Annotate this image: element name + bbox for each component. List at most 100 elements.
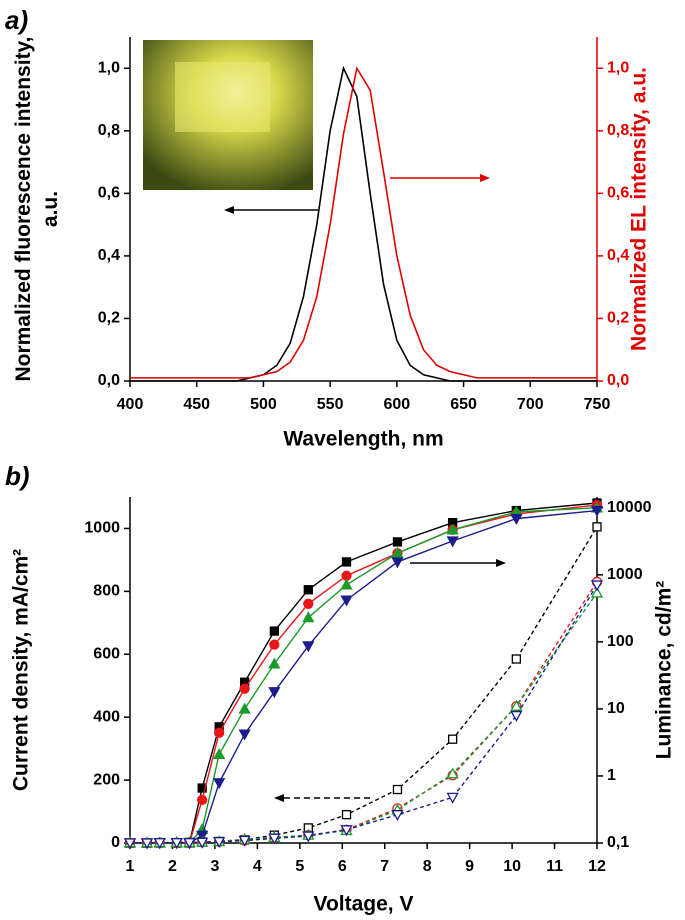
panel-label: b) [5,461,30,491]
y2-tick-label: 1,0 [607,59,629,76]
arrow-left-a [224,206,318,214]
marker [590,586,604,598]
x-tick-label: 1 [126,858,135,875]
y2-tick-label: 10 [607,700,625,717]
x-tick-label: 3 [210,858,219,875]
axis-title-group: Normalized EL intensity, a.u. [628,67,651,351]
x-tick-label: 400 [117,396,144,413]
x-tick-label: 12 [588,858,606,875]
x-tick-label: 650 [450,396,477,413]
marker [590,580,604,592]
marker [213,748,226,760]
marker [340,578,353,590]
marker [446,767,459,779]
x-tick-label: 11 [546,858,563,875]
x-tick-label: 550 [317,396,344,413]
marker [341,810,352,820]
y-tick-label: 200 [93,771,120,788]
marker [340,825,353,837]
y2-tick-label: 0,4 [607,247,629,264]
series-line [130,65,597,382]
marker [123,838,137,850]
x-tick-label: 750 [584,396,611,413]
x-axis-title: Wavelength, nm [283,428,443,451]
axis-title: Normalized EL intensity, a.u. [628,67,651,351]
axis-title-box: Normalized fluorescence intensity, a.u. [12,36,62,382]
arrow-left-b [274,794,370,802]
y2-tick-label: 1 [607,767,616,784]
x-tick-label: 6 [338,858,347,875]
marker [340,595,353,607]
x-tick-label: 8 [423,858,432,875]
x-tick-label: 10 [503,858,521,875]
axis-title: Normalized fluorescence intensity, a.u. [12,36,62,382]
marker [303,585,313,595]
marker [392,784,403,795]
marker [302,831,315,843]
y2-tick-label: 1000 [607,566,643,583]
marker [391,810,404,822]
marker [303,598,314,609]
x-tick-label: 600 [384,396,411,413]
axis-title: Current density, mA/cm² [10,549,33,791]
y-tick-label: 600 [93,645,120,662]
marker [268,687,281,699]
marker [302,611,315,623]
y-tick-label: 800 [93,583,120,600]
y-tick-label: 400 [93,708,120,725]
marker [238,835,251,847]
x-tick-label: 2 [168,858,177,875]
y-tick-label: 0,8 [98,122,120,139]
x-tick-label: 500 [250,396,277,413]
marker [590,505,604,517]
marker [183,838,196,850]
marker [511,654,521,664]
x-tick-label: 450 [183,396,210,413]
inset-device [175,62,270,132]
y-tick-label: 1,0 [98,59,120,76]
x-tick-label: 9 [465,858,474,875]
series-line [130,507,598,844]
marker [341,557,352,567]
y-tick-label: 0,0 [98,372,120,389]
y-tick-label: 0,6 [98,185,120,202]
axis-title-group: Normalized fluorescence intensity, a.u. [12,36,62,382]
marker [140,838,154,850]
axis-title-group: Current density, mA/cm² [10,549,33,791]
marker [510,513,523,525]
marker [213,778,226,790]
marker [269,639,280,650]
arrow-right-a [390,174,490,182]
series-line [130,509,598,844]
marker [197,794,208,806]
arrow-right-b [410,559,506,567]
marker [170,838,183,850]
marker [510,699,523,711]
y2-tick-label: 100 [607,633,634,650]
x-tick-label: 5 [295,858,304,875]
marker [214,727,225,738]
y2-tick-label: 0,6 [607,185,629,202]
marker [269,626,279,636]
marker [268,833,281,845]
marker [238,702,251,714]
y-tick-label: 0,4 [98,247,120,264]
y2-tick-label: 0,0 [607,372,629,389]
y2-tick-label: 0,8 [607,122,629,139]
marker [392,537,403,547]
marker [213,837,226,849]
marker [197,783,207,793]
marker [448,734,458,744]
marker [391,557,404,569]
y-tick-label: 0 [111,834,120,851]
axis-title-group: Luminance, cd/m² [653,581,676,760]
y-tick-label: 1000 [84,520,120,537]
x-tick-label: 700 [517,396,544,413]
marker [238,729,251,741]
series-line [130,66,597,379]
panel-label: a) [5,5,28,35]
marker [268,657,281,669]
marker [302,641,315,653]
marker [391,546,404,558]
